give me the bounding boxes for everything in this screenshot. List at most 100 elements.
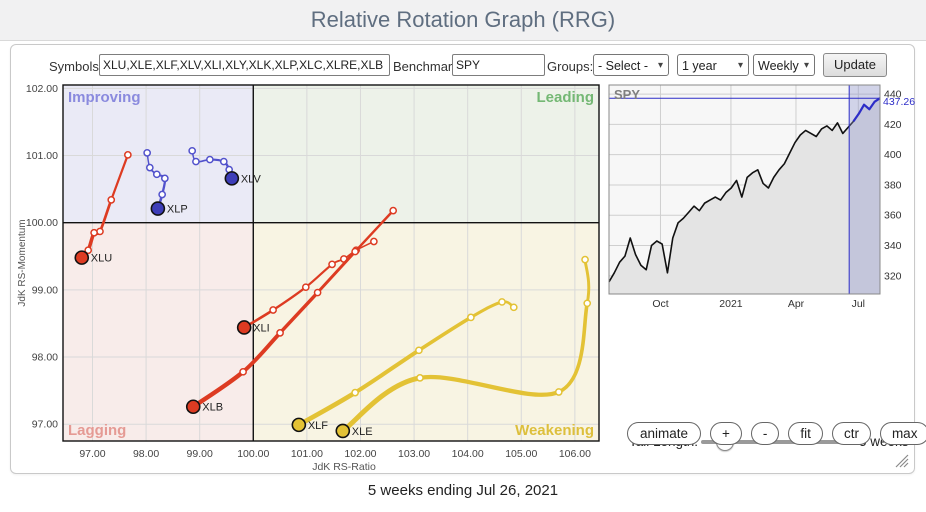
symbols-input[interactable]: [99, 54, 390, 76]
xlv-marker[interactable]: [224, 171, 240, 186]
trail-node: [581, 255, 589, 264]
trail-segment: [278, 290, 320, 335]
highlight-band: [849, 85, 880, 294]
trail-XLV: XLV: [188, 146, 262, 186]
chart-toolbar: animate + - fit ctr max: [627, 422, 926, 445]
title-bar: Relative Rotation Graph (RRG): [0, 0, 926, 41]
trail-node: [188, 146, 197, 155]
trail-node: [276, 329, 284, 337]
symbol-label: XLP: [167, 204, 188, 216]
symbol-label: XLF: [308, 420, 328, 432]
trail-node: [583, 299, 592, 308]
frequency-select[interactable]: Weekly ▾: [753, 54, 815, 76]
trail-node: [124, 151, 132, 159]
mini-x-tick-label: Jul: [852, 298, 865, 310]
zoom-out-button[interactable]: -: [750, 422, 780, 445]
quadrant-label-lagging: Lagging: [68, 422, 126, 439]
quadrant-improving: [63, 85, 254, 223]
symbol-label: XLV: [241, 173, 262, 185]
trail-XLB: XLB: [185, 206, 398, 415]
resize-handle-icon[interactable]: [895, 454, 909, 468]
mini-y-tick-label: 400: [884, 149, 902, 161]
trail-node: [498, 298, 506, 306]
trail-XLI: XLI: [236, 237, 378, 335]
maximize-button[interactable]: max: [879, 422, 926, 445]
page-title: Relative Rotation Graph (RRG): [310, 7, 616, 32]
trail-node: [219, 157, 228, 166]
y-tick-label: 97.00: [32, 419, 58, 431]
symbols-label: Symbols:: [49, 59, 103, 74]
trail-node: [206, 155, 214, 164]
zoom-in-button[interactable]: +: [710, 422, 742, 445]
update-button[interactable]: Update: [823, 53, 887, 77]
trail-segment: [417, 315, 473, 353]
chevron-down-icon: ▾: [803, 60, 809, 71]
benchmark-label: Benchmark:: [393, 59, 463, 74]
groups-select[interactable]: - Select - ▾: [593, 54, 669, 76]
animate-button[interactable]: animate: [627, 422, 702, 445]
trail-XLU: XLU: [74, 151, 132, 265]
benchmark-mini-chart[interactable]: SPY 320 340 360 380 400 420 440 Oct 2021 Apr Jul 437…: [606, 81, 926, 311]
x-tick-label: 102.00: [344, 448, 376, 460]
period-select[interactable]: 1 year ▾: [677, 54, 749, 76]
chevron-down-icon: ▾: [737, 60, 743, 71]
symbol-label: XLB: [202, 402, 223, 414]
mini-x-tick-label: 2021: [719, 298, 743, 310]
date-range-caption: 5 weeks ending Jul 26, 2021: [367, 482, 559, 499]
xli-marker[interactable]: [236, 320, 252, 335]
quadrant-lagging: [63, 222, 254, 441]
period-select-value: 1 year: [682, 59, 717, 73]
quadrant-label-weakening: Weakening: [515, 422, 594, 439]
trail-segment: [353, 348, 421, 395]
mini-y-tick-label: 340: [884, 240, 902, 252]
chevron-down-icon: ▾: [657, 60, 663, 71]
x-tick-label: 104.00: [452, 448, 484, 460]
trail-segment: [417, 374, 561, 397]
quadrant-leading: [253, 85, 599, 223]
trail-node: [84, 246, 93, 255]
trail-XLF: XLF: [291, 298, 518, 433]
price-line-highlight: [852, 97, 881, 122]
x-tick-label: 97.00: [79, 448, 105, 460]
y-tick-label: 98.00: [32, 352, 58, 364]
price-area: [609, 98, 880, 294]
y-tick-label: 102.00: [26, 83, 58, 95]
symbol-label: XLU: [91, 253, 112, 265]
last-price-label: 437.26: [883, 96, 915, 108]
trail-node: [145, 163, 154, 172]
y-tick-label: 100.00: [26, 217, 58, 229]
x-tick-label: 103.00: [398, 448, 430, 460]
xle-marker[interactable]: [335, 423, 351, 439]
trail-node: [160, 174, 169, 183]
trail-node: [152, 170, 161, 179]
xlu-marker[interactable]: [74, 250, 90, 265]
trail-XLE: XLE: [335, 255, 592, 439]
trail-node: [328, 260, 336, 269]
quadrant-label-leading: Leading: [536, 89, 594, 106]
mini-y-tick-label: 380: [884, 179, 902, 191]
y-axis-title: JdK RS-Momentum: [17, 219, 28, 306]
rrg-chart[interactable]: Improving Leading Lagging Weakening 97.00 98.…: [11, 79, 611, 473]
trail-segment: [241, 330, 283, 374]
benchmark-input[interactable]: [452, 54, 545, 76]
trail-segment: [556, 301, 590, 394]
trail-node: [351, 388, 359, 397]
y-tick-label: 101.00: [26, 150, 58, 162]
trail-node: [192, 157, 200, 166]
mini-y-tick-label: 360: [884, 210, 902, 222]
fit-button[interactable]: fit: [788, 422, 823, 445]
mini-y-tick-label: 320: [884, 270, 902, 282]
x-tick-label: 106.00: [559, 448, 591, 460]
trail-node: [269, 306, 277, 314]
mini-x-tick-label: Oct: [652, 298, 668, 310]
xlp-marker[interactable]: [150, 201, 166, 216]
trail-node: [467, 313, 475, 322]
xlb-marker[interactable]: [185, 399, 201, 415]
quadrant-weakening: [253, 222, 599, 441]
xlf-marker[interactable]: [291, 417, 307, 433]
trail-node: [351, 247, 359, 256]
center-button[interactable]: ctr: [831, 422, 871, 445]
trail-node: [415, 346, 423, 355]
plot-border: [62, 84, 600, 442]
symbol-label: XLE: [352, 426, 373, 438]
